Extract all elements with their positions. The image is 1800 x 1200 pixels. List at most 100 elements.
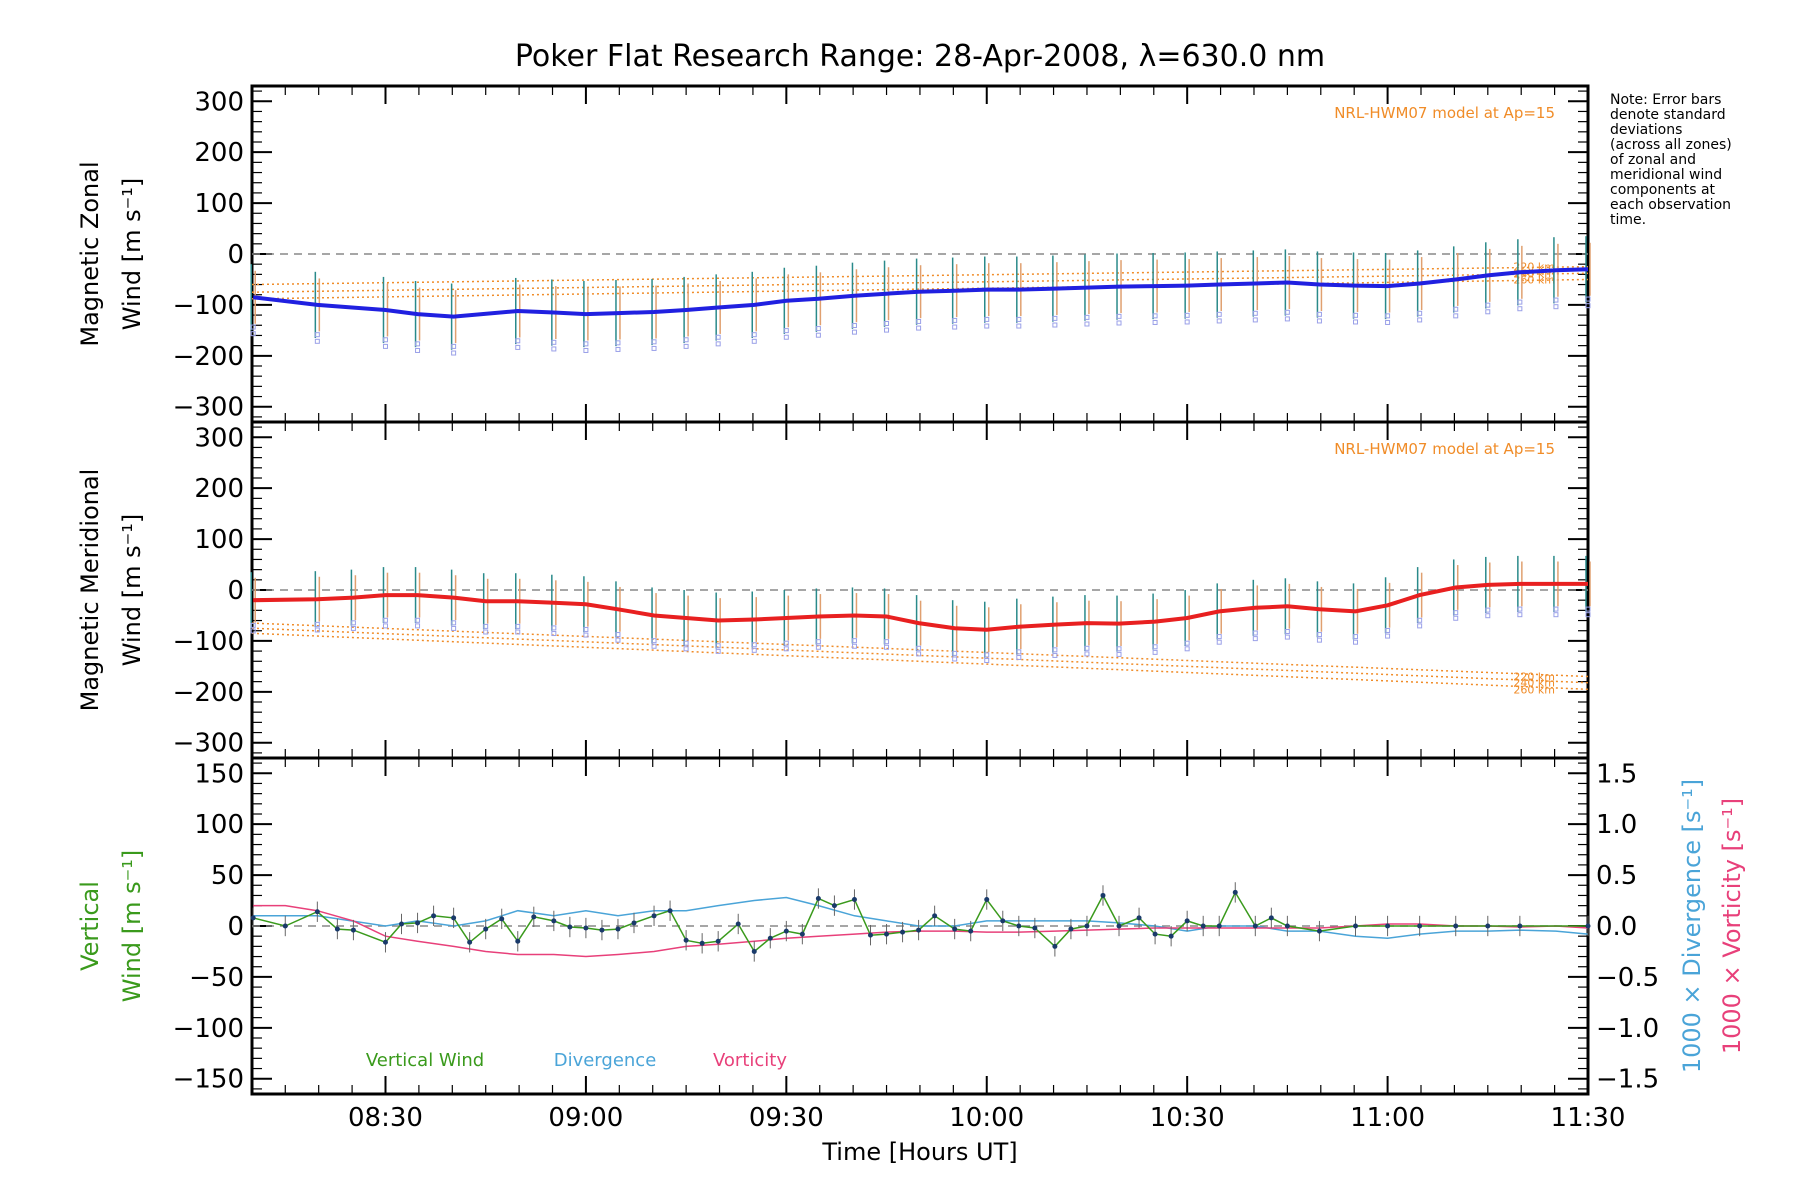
y-tick-label: −200 xyxy=(173,678,244,708)
zone-marker xyxy=(1016,323,1022,329)
vertical-wind-point xyxy=(531,914,537,920)
zone-marker xyxy=(1184,312,1190,318)
vertical-wind-point xyxy=(699,940,705,946)
zone-marker xyxy=(1485,302,1491,308)
zone-marker xyxy=(415,623,421,629)
vertical-wind-point xyxy=(1385,923,1391,929)
zone-marker xyxy=(615,632,621,638)
note-line: time. xyxy=(1610,212,1646,228)
y2-tick-label: 1.0 xyxy=(1596,810,1637,840)
zone-marker xyxy=(1353,312,1359,318)
y-tick-label: 150 xyxy=(194,759,244,789)
vertical-wind-point xyxy=(1084,923,1090,929)
zone-marker xyxy=(1184,646,1190,652)
vertical-wind-point xyxy=(1136,915,1142,921)
y-tick-label: 200 xyxy=(194,474,244,504)
zone-marker xyxy=(1585,606,1591,612)
y-tick-label: −200 xyxy=(173,342,244,372)
zone-marker xyxy=(415,617,421,623)
vertical-wind-point xyxy=(1152,931,1158,937)
y-tick-label: −300 xyxy=(173,393,244,423)
y-tick-label: 0 xyxy=(227,912,244,942)
vertical-wind-point xyxy=(415,920,421,926)
vertical-wind-line xyxy=(253,890,1588,953)
zonal-panel: 300 200 100 0 −100 −200 −300 Magnetic Zonal Wind… xyxy=(76,84,1591,424)
zone-marker xyxy=(1016,316,1022,322)
y2-tick-label: 0.0 xyxy=(1596,912,1637,942)
vertical-wind-point xyxy=(1016,923,1022,929)
zone-marker xyxy=(1084,645,1090,651)
zone-marker xyxy=(1284,316,1290,322)
zone-marker xyxy=(884,320,890,326)
zone-marker xyxy=(683,640,689,646)
y-tick-label: 300 xyxy=(194,423,244,453)
zone-marker xyxy=(751,332,757,338)
vertical-wind-point xyxy=(984,897,990,903)
vertical-wind-point xyxy=(831,903,837,909)
zone-marker xyxy=(1385,313,1391,319)
zone-marker xyxy=(1553,606,1559,612)
zone-marker xyxy=(683,646,689,652)
vertical-wind-point xyxy=(799,931,805,937)
zone-marker xyxy=(583,347,589,353)
note-line: Note: Error bars xyxy=(1610,92,1721,108)
zone-marker xyxy=(250,324,256,330)
vertical-wind-point xyxy=(483,926,489,932)
zone-marker xyxy=(1585,296,1591,302)
y-tick-label: −100 xyxy=(173,627,244,657)
vertical-wind-point xyxy=(499,916,505,922)
zone-marker xyxy=(1417,617,1423,623)
note-line: components at xyxy=(1610,182,1716,198)
zone-marker xyxy=(952,656,958,662)
zone-marker xyxy=(1353,634,1359,640)
vertical-wind-point xyxy=(1032,925,1038,931)
zone-marker xyxy=(1453,313,1459,319)
zone-marker xyxy=(583,341,589,347)
y2-tick-label: −1.5 xyxy=(1596,1065,1659,1095)
zone-marker xyxy=(916,325,922,331)
zone-marker xyxy=(815,644,821,650)
note-line: each observation xyxy=(1610,197,1731,213)
zone-marker xyxy=(382,343,388,349)
vertical-wind-point xyxy=(399,921,405,927)
vertical-wind-point xyxy=(515,938,521,944)
note-line: meridional wind xyxy=(1610,167,1722,183)
zone-marker xyxy=(984,316,990,322)
zone-marker xyxy=(1517,606,1523,612)
y2-tick-label: 0.5 xyxy=(1596,861,1637,891)
zone-marker xyxy=(1417,317,1423,323)
vertical-wind-point xyxy=(334,926,340,932)
zone-marker xyxy=(1353,639,1359,645)
vertical-wind-point xyxy=(867,932,873,938)
zone-marker xyxy=(952,650,958,656)
zone-marker xyxy=(916,651,922,657)
zone-marker xyxy=(483,629,489,635)
x-axis: 08:30 09:00 09:30 10:00 10:30 11:00 11:30 xyxy=(348,1103,1625,1133)
zone-marker xyxy=(1252,317,1258,323)
zone-marker xyxy=(715,334,721,340)
zone-marker xyxy=(583,632,589,638)
zone-marker xyxy=(615,340,621,346)
vertical-wind-point xyxy=(583,925,589,931)
zone-marker xyxy=(1084,321,1090,327)
vertical-wind-point xyxy=(851,897,857,903)
zone-marker xyxy=(1517,299,1523,305)
zone-marker xyxy=(1152,644,1158,650)
zone-marker xyxy=(651,638,657,644)
vertical-wind-point xyxy=(1216,923,1222,929)
zone-marker xyxy=(1184,319,1190,325)
zone-marker xyxy=(382,617,388,623)
vertical-wind-point xyxy=(783,928,789,934)
zone-marker xyxy=(1316,632,1322,638)
zone-marker xyxy=(815,639,821,645)
vorticity-axis-label: 1000 × Vorticity [s⁻¹] xyxy=(1718,798,1746,1054)
model-label: NRL-HWM07 model at Ap=15 xyxy=(1334,440,1555,458)
vertical-wind-point xyxy=(751,948,757,954)
zone-marker xyxy=(515,629,521,635)
meridional-panel: 300 200 100 0 −100 −200 −300 Magnetic Meridiona… xyxy=(76,420,1591,760)
zone-marker xyxy=(1417,623,1423,629)
zone-marker xyxy=(952,324,958,330)
vertical-wind-point xyxy=(1284,923,1290,929)
zone-marker xyxy=(1016,649,1022,655)
zone-marker xyxy=(952,317,958,323)
